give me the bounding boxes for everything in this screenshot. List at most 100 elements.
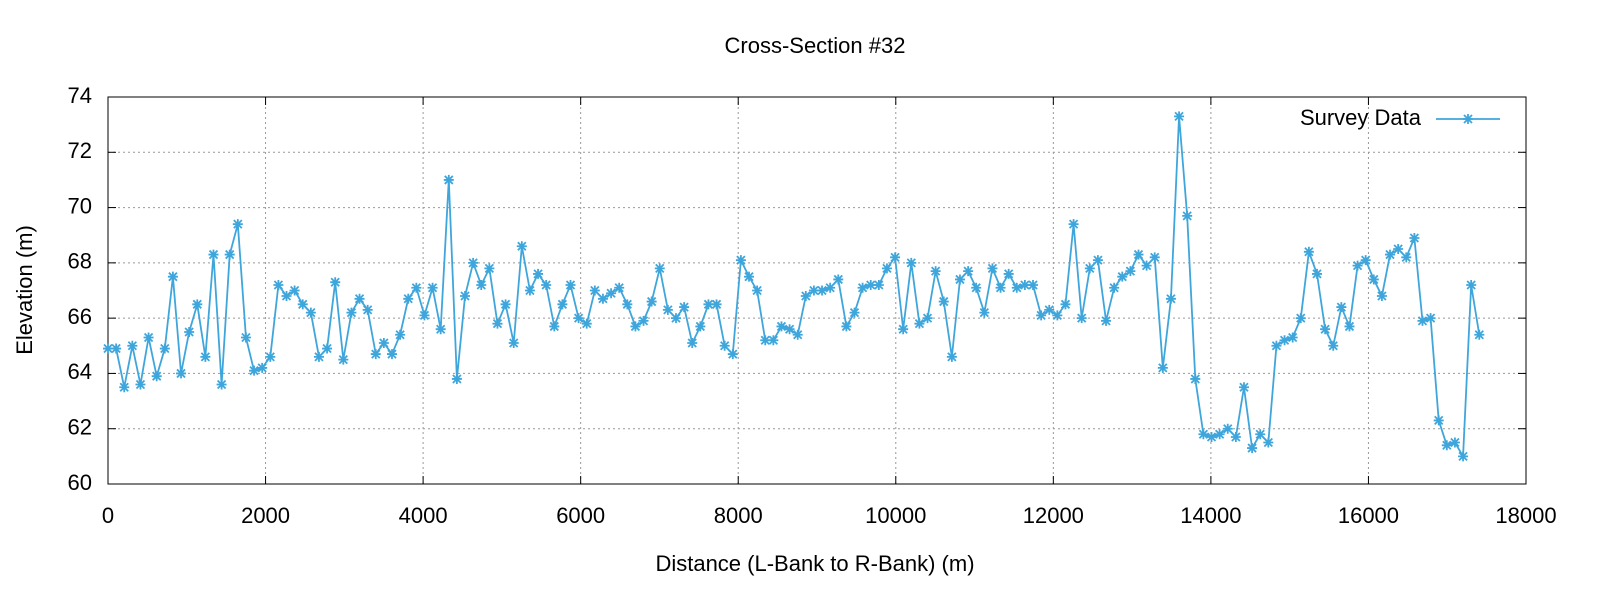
data-point: [346, 307, 357, 318]
data-point: [711, 299, 722, 310]
data-point: [670, 313, 681, 324]
data-point: [1117, 271, 1128, 282]
data-point: [159, 343, 170, 354]
data-point: [1466, 279, 1477, 290]
data-point: [200, 351, 211, 362]
data-point: [1401, 252, 1412, 263]
data-point: [1044, 304, 1055, 315]
data-point: [443, 174, 454, 185]
data-point: [1417, 315, 1428, 326]
x-tick-label: 10000: [865, 503, 926, 528]
data-point: [1052, 310, 1063, 321]
data-point: [476, 279, 487, 290]
data-point: [1149, 252, 1160, 263]
data-point: [679, 302, 690, 313]
data-point: [1295, 313, 1306, 324]
data-point: [865, 279, 876, 290]
y-tick-label: 68: [68, 249, 92, 274]
data-point: [646, 296, 657, 307]
data-point: [752, 285, 763, 296]
data-point: [768, 335, 779, 346]
plot-frame: [107, 96, 1527, 485]
x-tick-label: 12000: [1023, 503, 1084, 528]
data-point: [411, 282, 422, 293]
data-point: [224, 249, 235, 260]
data-point: [1036, 310, 1047, 321]
data-point: [1320, 324, 1331, 335]
data-point: [695, 321, 706, 332]
data-point: [638, 315, 649, 326]
data-point: [297, 299, 308, 310]
data-point: [1393, 244, 1404, 255]
data-point: [403, 293, 414, 304]
data-point: [419, 310, 430, 321]
data-point: [370, 349, 381, 360]
data-point: [208, 249, 219, 260]
data-point: [881, 263, 892, 274]
data-point: [103, 343, 113, 354]
data-point: [1174, 111, 1185, 122]
y-tick-label: 64: [68, 359, 92, 384]
data-point: [167, 271, 178, 282]
data-point: [1271, 340, 1282, 351]
x-tick-label: 4000: [399, 503, 448, 528]
data-point: [322, 343, 333, 354]
data-point: [468, 257, 479, 268]
data-point: [1312, 268, 1322, 279]
data-point: [1084, 263, 1095, 274]
data-point: [362, 304, 373, 315]
data-point: [1409, 232, 1420, 243]
x-tick-label: 8000: [714, 503, 763, 528]
data-point: [127, 340, 138, 351]
data-point: [305, 307, 316, 318]
data-point: [1344, 321, 1355, 332]
y-tick-label: 66: [68, 304, 92, 329]
data-point: [760, 335, 771, 346]
data-point: [703, 299, 714, 310]
data-point: [549, 321, 560, 332]
data-point: [1222, 423, 1233, 434]
data-point: [800, 291, 811, 302]
legend-label: Survey Data: [1300, 105, 1422, 130]
data-point: [249, 365, 260, 376]
data-point: [597, 293, 608, 304]
data-point: [995, 282, 1006, 293]
data-point: [338, 354, 349, 365]
data-point: [184, 326, 195, 337]
data-point: [727, 349, 738, 360]
data-point: [1303, 246, 1314, 257]
data-point: [1230, 432, 1241, 443]
data-point: [1060, 299, 1071, 310]
data-point: [1109, 282, 1120, 293]
data-point: [378, 338, 389, 349]
data-point: [289, 285, 300, 296]
data-point: [890, 252, 901, 263]
data-point: [500, 299, 511, 310]
data-point: [460, 291, 471, 302]
data-point: [1368, 274, 1379, 285]
x-tick-label: 2000: [241, 503, 290, 528]
data-point: [273, 279, 284, 290]
y-axis-label: Elevation (m): [12, 225, 37, 355]
data-point: [938, 296, 949, 307]
data-point: [281, 291, 292, 302]
data-point: [395, 329, 406, 340]
y-tick-label: 72: [68, 138, 92, 163]
data-point: [1352, 260, 1363, 271]
data-point: [265, 351, 276, 362]
data-point: [1474, 329, 1485, 340]
data-point: [1165, 293, 1176, 304]
x-tick-label: 18000: [1495, 503, 1556, 528]
x-tick-label: 6000: [556, 503, 605, 528]
data-point: [1214, 429, 1225, 440]
data-point: [1198, 429, 1209, 440]
data-point: [906, 257, 917, 268]
data-point: [565, 279, 576, 290]
legend-marker: [1463, 114, 1473, 124]
data-point: [492, 318, 503, 329]
data-point: [1287, 332, 1298, 343]
data-point: [784, 324, 795, 335]
y-tick-label: 60: [68, 470, 92, 495]
data-point: [1238, 382, 1249, 393]
